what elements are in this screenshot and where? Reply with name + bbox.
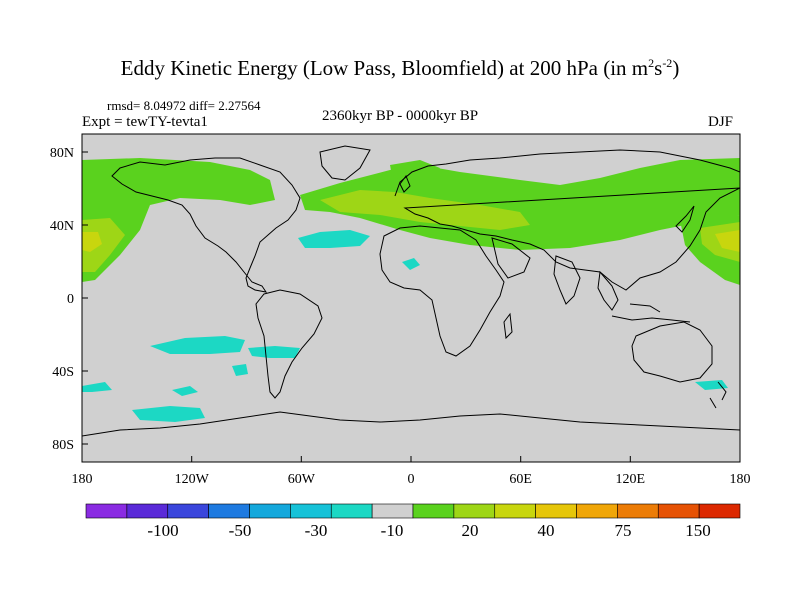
colorbar-swatch (494, 503, 536, 519)
lat-label: 80N (50, 146, 74, 161)
coastline-india (553, 255, 581, 305)
lat-label: 80S (52, 438, 74, 453)
colorbar-label: -30 (305, 521, 328, 540)
lon-label: 60E (509, 472, 532, 487)
colorbar-swatch (208, 503, 250, 519)
coastlines (82, 145, 740, 437)
coastline-greenland (319, 145, 371, 181)
colorbar-label: 150 (685, 521, 711, 540)
colorbar-swatch (698, 503, 741, 519)
contour-fills (82, 158, 740, 422)
colorbar-label: -50 (229, 521, 252, 540)
lon-label: 60W (288, 472, 316, 487)
colorbar-swatch (453, 503, 496, 519)
contour-cyan-south-pacific-mid (172, 386, 198, 396)
season-label: DJF (708, 114, 734, 130)
contour-cyan-south-america (248, 346, 300, 358)
contour-cyan-south-pacific-west (82, 382, 112, 392)
coastline-south-america (255, 289, 323, 399)
contour-yellowgreen-pacific-east (82, 218, 125, 272)
coastline-southeast-asia (597, 270, 619, 311)
colorbar-swatch (290, 503, 332, 519)
colorbar-label: -10 (381, 521, 404, 540)
contour-yellowgreen-atlantic (320, 190, 530, 230)
lon-label: 180 (730, 472, 751, 487)
coastline-indonesia (611, 303, 691, 323)
coastline-madagascar (503, 312, 513, 340)
coastline-australia (631, 321, 713, 383)
coastline-antarctica (82, 411, 740, 437)
contour-yellow-pacific-west-core (715, 230, 740, 252)
contour-cyan-south-pacific (150, 336, 245, 354)
lon-label: 180 (72, 472, 93, 487)
lat-label: 40S (52, 365, 74, 380)
colorbar-swatch (85, 503, 128, 519)
colorbar-swatch (617, 503, 659, 519)
coastline-africa (379, 225, 505, 357)
lon-ticks: 180 120W 60W 0 60E 120E 180 (72, 456, 751, 487)
period-label: 2360kyr BP - 0000kyr BP (322, 108, 479, 124)
colorbar-label: -100 (147, 521, 178, 540)
colorbar-swatch (535, 503, 577, 519)
lon-label: 0 (408, 472, 415, 487)
coastline-uk (399, 174, 411, 193)
lat-label: 40N (50, 219, 74, 234)
colorbar-swatch (412, 503, 455, 519)
plot-title: Eddy Kinetic Energy (Low Pass, Bloomfiel… (120, 56, 680, 80)
coastline-north-america (111, 157, 301, 293)
colorbar-label: 75 (615, 521, 632, 540)
contour-cyan-indian-south (695, 380, 728, 390)
colorbar-swatch (576, 503, 618, 519)
colorbar-label: 40 (538, 521, 555, 540)
colorbar-swatch (167, 503, 209, 519)
coastline-eurasia (394, 149, 740, 291)
lat-label: 0 (67, 292, 74, 307)
lat-ticks: 80N 40N 0 40S 80S (50, 146, 88, 453)
contour-cyan-north-atlantic (298, 230, 370, 248)
lon-label: 120W (175, 472, 210, 487)
coastline-japan (675, 205, 695, 233)
stats-text: rmsd= 8.04972 diff= 2.27564 (107, 98, 261, 113)
lon-label: 120E (616, 472, 646, 487)
colorbar (85, 503, 741, 519)
colorbar-labels: -100 -50 -30 -10 20 40 75 150 (147, 521, 710, 540)
contour-cyan-south-atlantic (232, 364, 248, 376)
colorbar-swatch (126, 503, 169, 519)
colorbar-swatch (371, 503, 414, 519)
colorbar-label: 20 (462, 521, 479, 540)
colorbar-swatch (249, 503, 291, 519)
contour-cyan-southern-ocean (132, 406, 205, 422)
colorbar-swatch (657, 503, 700, 519)
experiment-label: Expt = tewTY-tevta1 (82, 114, 208, 130)
coastline-new-zealand (709, 381, 727, 409)
contour-yellowgreen-pacific-east-core (82, 232, 102, 252)
contour-cyan-africa-west (402, 258, 420, 270)
coastline-arabia (491, 237, 531, 279)
colorbar-swatch (330, 503, 373, 519)
